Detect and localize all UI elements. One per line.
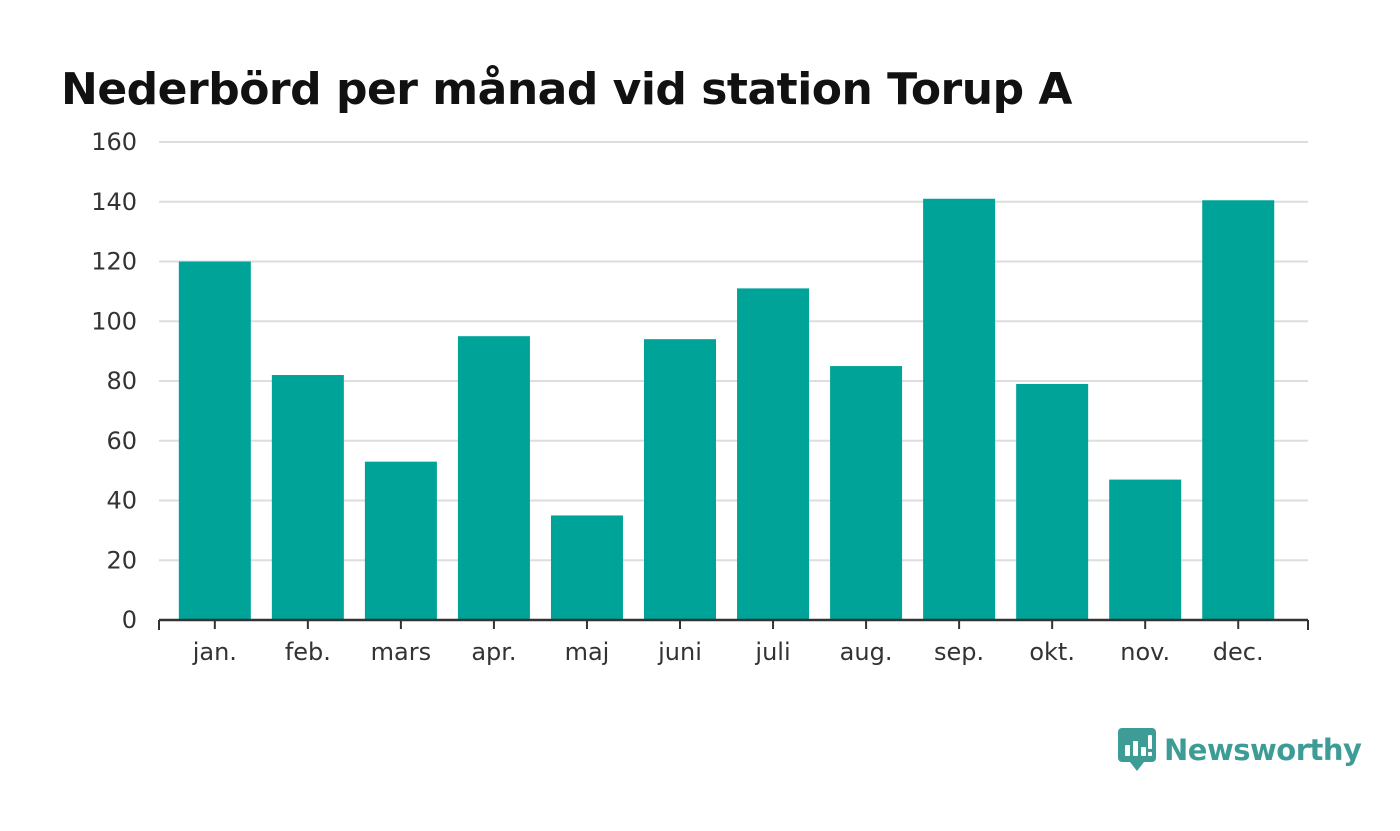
y-tick-label: 40: [106, 487, 137, 515]
x-tick-label: aug.: [840, 638, 893, 666]
gridlines: [159, 141, 1308, 562]
bars: [178, 198, 1275, 620]
x-tick-label: okt.: [1029, 638, 1075, 666]
bar: [457, 336, 530, 620]
bar: [830, 366, 903, 620]
x-tick-label: juli: [754, 638, 790, 666]
bar-chart: 0 20 40 60 80 100 120 140 160 jan. feb. mars apr. ma…: [91, 128, 1309, 666]
bar: [737, 288, 810, 620]
y-tick-label: 100: [91, 307, 137, 335]
y-tick-label: 140: [91, 188, 137, 216]
x-tick-label: apr.: [471, 638, 516, 666]
x-tick-label: sep.: [934, 638, 984, 666]
bar: [1016, 383, 1089, 620]
bar: [644, 339, 717, 620]
x-tick-label: feb.: [285, 638, 331, 666]
x-axis: [158, 618, 1309, 630]
x-tick-label: juni: [657, 638, 702, 666]
x-tick-label: jan.: [192, 638, 237, 666]
y-tick-label: 80: [106, 367, 137, 395]
x-tick-label: maj: [565, 638, 610, 666]
x-tick-label: nov.: [1120, 638, 1170, 666]
newsworthy-chart-bubble-icon: [1118, 728, 1156, 771]
bar: [1109, 479, 1182, 620]
chart-title: Nederbörd per månad vid station Torup A: [61, 64, 1072, 115]
bar: [178, 261, 251, 620]
y-tick-label: 0: [122, 606, 137, 634]
bar: [1202, 200, 1275, 620]
y-tick-label: 120: [91, 248, 137, 276]
x-tick-label: mars: [371, 638, 431, 666]
y-tick-label: 60: [106, 427, 137, 455]
bar: [271, 375, 344, 620]
brand-logo: Newsworthy: [1118, 728, 1362, 772]
bar: [364, 461, 437, 620]
x-axis-ticks: jan. feb. mars apr. maj juni juli aug. sep. okt. n…: [192, 638, 1264, 666]
x-tick-label: dec.: [1213, 638, 1264, 666]
brand-name: Newsworthy: [1164, 733, 1362, 767]
y-tick-label: 20: [106, 546, 137, 574]
bar: [550, 515, 623, 620]
y-axis-ticks: 0 20 40 60 80 100 120 140 160: [91, 128, 137, 634]
y-tick-label: 160: [91, 128, 137, 156]
bar: [923, 198, 996, 620]
